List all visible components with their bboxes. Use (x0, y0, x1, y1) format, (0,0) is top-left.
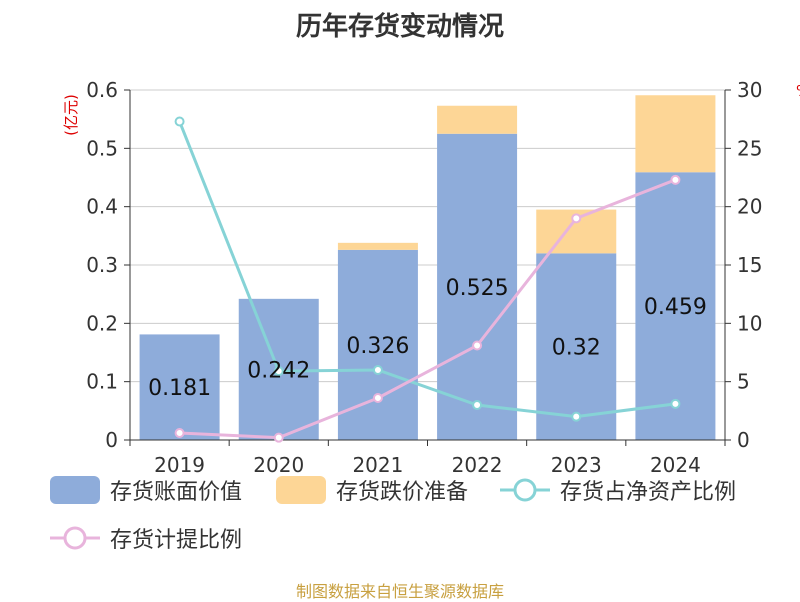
y-left-unit-label: (亿元) (62, 94, 80, 136)
legend-label-impairment: 存货跌价准备 (336, 480, 469, 505)
point-net-asset-ratio (372, 365, 383, 375)
legend-item-book-value[interactable]: 存货账面价值 (50, 474, 242, 506)
bar-book-value (536, 253, 617, 440)
y-left-tick-label: 0.2 (86, 311, 118, 335)
point-net-asset-ratio (174, 116, 185, 127)
point-provision-ratio (571, 213, 582, 224)
legend-swatch-book-value (50, 476, 100, 504)
bar-value-label: 0.459 (644, 295, 707, 320)
point-provision-ratio (174, 428, 185, 438)
y-right-tick-label: 5 (737, 370, 750, 394)
y-right-tick-label: 15 (737, 253, 762, 277)
x-tick-label: 2022 (452, 453, 503, 477)
point-provision-ratio (472, 340, 483, 351)
lines (174, 116, 681, 443)
legend-swatch-impairment (276, 476, 326, 504)
x-tick-label: 2020 (253, 453, 304, 477)
point-provision-ratio (670, 174, 681, 185)
bar-impairment (437, 105, 518, 134)
legend-item-impairment[interactable]: 存货跌价准备 (276, 474, 468, 506)
x-tick-label: 2023 (551, 453, 602, 477)
bar-value-label: 0.181 (148, 376, 211, 401)
y-right-tick-label: 10 (737, 311, 762, 335)
y-right-tick-label: 30 (737, 78, 762, 102)
y-left-tick-label: 0.3 (86, 253, 118, 277)
source-note: 制图数据来自恒生聚源数据库 (295, 582, 504, 601)
y-right-tick-label: 25 (737, 136, 762, 160)
y-right-tick-label: 20 (737, 195, 762, 219)
legend-line-net-asset-ratio (500, 478, 550, 502)
bar-impairment (337, 242, 418, 250)
legend-label-provision-ratio: 存货计提比例 (110, 528, 243, 553)
point-net-asset-ratio (571, 411, 582, 422)
legend-item-net-asset-ratio[interactable]: 存货占净资产比例 (500, 474, 736, 506)
bar-value-label: 0.525 (446, 276, 509, 301)
point-net-asset-ratio (273, 366, 284, 377)
bar-book-value (139, 334, 220, 440)
x-tick-label: 2019 (154, 453, 205, 477)
point-provision-ratio (273, 432, 284, 443)
chart-title: 历年存货变动情况 (295, 12, 504, 42)
line-net-asset-ratio (178, 120, 676, 419)
bar-impairment (635, 95, 716, 173)
line-provision-ratio (179, 178, 676, 440)
legend-item-provision-ratio[interactable]: 存货计提比例 (50, 522, 242, 554)
y-left-tick-label: 0.4 (86, 195, 118, 219)
point-net-asset-ratio (472, 400, 483, 410)
bar-value-label: 0.242 (247, 358, 310, 383)
bar-book-value (635, 172, 716, 440)
legend-line-provision-ratio (50, 526, 100, 550)
y-left-tick-label: 0 (105, 428, 118, 452)
point-net-asset-ratio (670, 398, 681, 409)
bar-value-label: 0.326 (346, 334, 409, 359)
x-tick-label: 2024 (650, 453, 701, 477)
bar-book-value (437, 133, 518, 440)
y-right-tick-label: 0 (737, 428, 750, 452)
axes: 0 0.1 0.2 0.3 0.4 0.5 0.6 0 5 10 15 20 25 30 2019 2020 2… (86, 78, 762, 477)
bar-value-label: 0.32 (552, 336, 601, 361)
x-tick-label: 2021 (352, 453, 403, 477)
gridlines (130, 89, 725, 383)
point-provision-ratio (372, 393, 383, 403)
y-left-tick-label: 0.5 (86, 136, 118, 160)
y-right-unit-label: % (796, 82, 800, 100)
y-left-tick-label: 0.6 (86, 78, 118, 102)
y-left-tick-label: 0.1 (86, 370, 118, 394)
data-labels: 0.181 0.242 0.326 0.525 0.32 0.459 (148, 276, 707, 401)
legend-label-net-asset-ratio: 存货占净资产比例 (560, 480, 737, 505)
legend-label-book-value: 存货账面价值 (110, 480, 243, 505)
